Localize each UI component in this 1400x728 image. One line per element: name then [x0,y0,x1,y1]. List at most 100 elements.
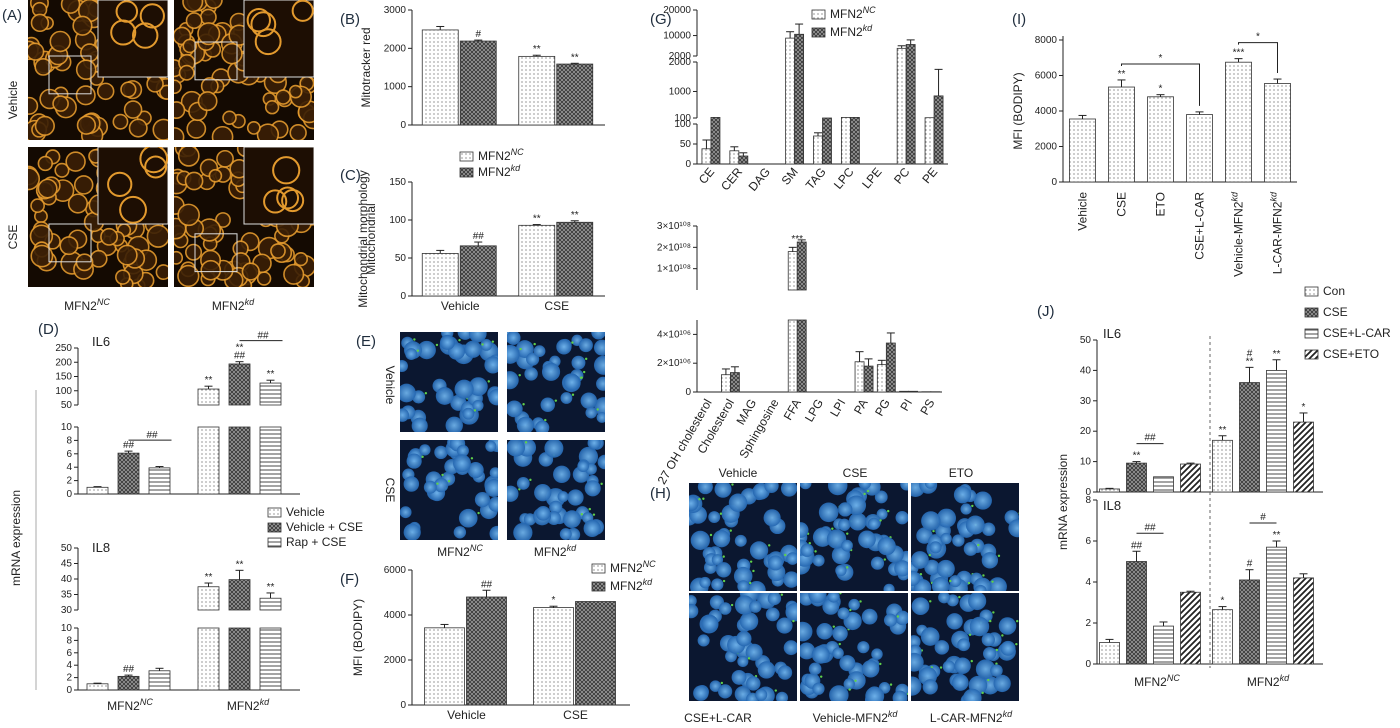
nucleus [827,593,840,603]
zoom-inset [243,0,314,78]
nucleus [467,462,484,479]
nucleus [484,356,498,374]
chart-F: 0 2000 4000 6000 ## Vehicle * CSE MFI (BODIPY) (F… [340,559,656,722]
lipid-droplet [610,342,612,344]
nucleus [951,674,969,691]
lipid-droplet [481,343,484,346]
nucleus [445,416,463,432]
zoom-box [48,55,92,95]
lipid-droplet [722,579,726,583]
y-tick-label: 150 [55,372,72,383]
bar [1099,642,1120,665]
nucleus [1000,640,1016,656]
nucleus [841,539,853,552]
cell [174,79,182,95]
subplot-title: IL6 [92,334,110,349]
nucleus [894,560,908,577]
comparison-bracket [1121,63,1200,106]
bar-upper-segment [228,363,251,406]
lipid-droplet [416,349,420,352]
bar-lower-segment [259,426,282,495]
nucleus [468,332,487,343]
nucleus [563,374,581,391]
lipid-droplet [780,593,784,596]
bar [1266,369,1287,493]
bar [518,224,556,297]
nucleus [541,362,561,381]
bar [518,55,556,126]
lipid-droplet [600,482,603,486]
bar [575,601,616,706]
significance-mark: ** [1133,451,1141,462]
lipid-droplet [747,657,751,660]
lipid-droplet [811,479,813,481]
bracket-mark: ## [257,331,269,342]
significance-mark: # [1247,348,1253,359]
lipid-droplet [592,513,596,516]
nucleus [689,603,699,619]
lipid-droplet [832,625,836,628]
lipid-droplet [731,483,734,486]
nucleus [524,367,538,381]
bar [86,486,109,495]
panel-label: (G) [650,11,672,28]
nucleus [883,583,895,591]
legend-label: MFN2kd [478,163,521,179]
bar [896,47,907,165]
nucleus [728,493,748,512]
cell [146,224,168,248]
legend-swatch [811,27,826,38]
cell [34,58,53,76]
lipid-droplet [887,509,890,513]
nucleus [839,655,856,672]
nucleus [591,332,605,340]
nucleus [812,682,825,695]
nucleus [848,598,860,611]
zoom-box [194,233,238,273]
nucleus [583,519,601,538]
panel-H-col-vehicle-mfn2kd: Vehicle-MFN2kd [813,709,899,725]
bar [822,117,832,165]
x-category-label: CE [696,165,717,187]
nucleus [800,522,809,538]
x-category-label: CER [718,165,745,194]
y-tick-label: 4 [66,462,72,473]
cell [28,42,45,61]
cell [241,262,260,281]
y-tick-label: 3×10¹⁰⁸ [657,221,691,232]
nucleus [993,674,1011,693]
bar-upper-segment [228,579,251,611]
y-tick-label: 2×10¹⁰⁶ [657,358,691,369]
y-tick-label: 2000 [384,655,407,666]
bar [1239,382,1260,493]
nucleus [900,483,908,491]
nucleus [911,597,930,616]
bar-lower-segment [787,319,798,393]
nucleus [507,440,526,457]
x-category-label: PE [919,165,940,186]
lipid-droplet [906,692,908,696]
x-category-label: CSE+L-CAR [1193,192,1207,260]
nucleus [757,661,776,679]
nucleus [474,492,491,508]
nucleus [946,613,963,630]
lipid-droplet [838,642,841,646]
legend-label: Rap + CSE [286,535,346,549]
y-axis-title-line: Mitochondrial [364,203,378,274]
nucleus [516,416,535,432]
subplot-title: IL8 [1103,498,1121,513]
bar [533,607,574,706]
cell [177,147,200,167]
lipid-droplet [970,659,973,663]
chart-C: 0 50 100 150 ## Vehicle ** ** CSE Mitochondrial m… [340,147,605,313]
bar [849,117,860,165]
lipid-droplet [896,615,900,618]
x-group-label: MFN2NC [107,697,153,713]
bar [899,390,909,393]
nucleus [858,530,876,549]
nucleus [829,685,849,701]
panel-label-A: (A) [2,7,22,24]
bar [701,148,712,165]
nucleus [763,509,781,527]
nucleus [711,554,724,566]
